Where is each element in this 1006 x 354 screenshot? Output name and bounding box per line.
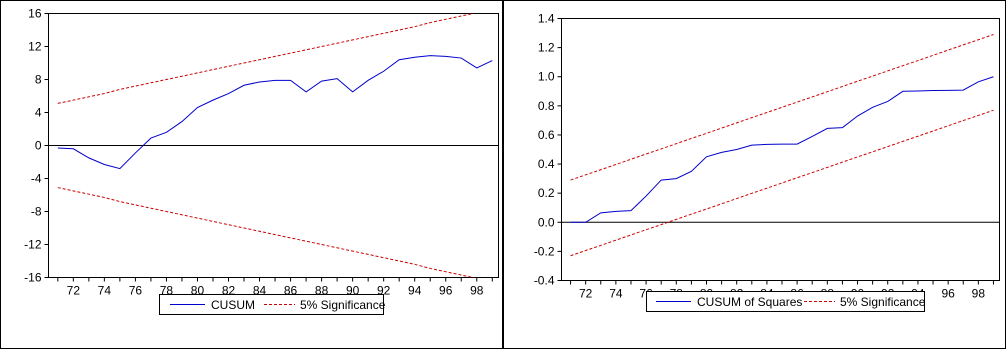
x-tick-label: 74 bbox=[98, 284, 112, 298]
y-tick-label: 0.4 bbox=[538, 157, 555, 171]
y-tick-label: -0.2 bbox=[534, 244, 555, 258]
legend-label-significance: 5% Significance bbox=[300, 298, 386, 312]
y-tick-label: 4 bbox=[35, 106, 42, 120]
y-tick-label: -12 bbox=[24, 238, 42, 252]
x-tick-label: 96 bbox=[941, 287, 955, 301]
y-tick-label: 12 bbox=[28, 40, 42, 54]
legend-label-significance: 5% Significance bbox=[840, 295, 926, 309]
x-tick-label: 96 bbox=[439, 284, 453, 298]
x-tick-label: 76 bbox=[129, 284, 143, 298]
x-tick-label: 94 bbox=[408, 284, 422, 298]
y-tick-label: 0.0 bbox=[538, 215, 555, 229]
legend-box bbox=[646, 291, 925, 312]
y-tick-label: 0 bbox=[35, 139, 42, 153]
x-tick-label: 98 bbox=[972, 287, 986, 301]
plot-area bbox=[561, 18, 1000, 281]
primary-series-line bbox=[57, 55, 493, 170]
y-tick-label: 8 bbox=[35, 73, 42, 87]
legend-label-cusum: CUSUM bbox=[211, 298, 255, 312]
y-tick-label: 1.2 bbox=[538, 41, 555, 55]
y-tick-label: 0.8 bbox=[538, 99, 555, 113]
y-tick-label: -4 bbox=[31, 172, 42, 186]
upper-significance-bound bbox=[570, 34, 994, 181]
y-tick-label: 1.0 bbox=[538, 70, 555, 84]
primary-series-line bbox=[570, 76, 994, 223]
y-axis: 16 12 8 4 0 -4 -8 -12 -16 bbox=[24, 7, 49, 285]
y-tick-label: -16 bbox=[24, 271, 42, 285]
legend: CUSUM of Squares 5% Significance bbox=[646, 291, 926, 312]
y-tick-label: 0.2 bbox=[538, 186, 555, 200]
cusum-of-squares-chart: 1.41.21.00.80.60.40.20.0-0.2-0.4 7274767… bbox=[534, 12, 1000, 312]
x-tick-label: 72 bbox=[67, 284, 81, 298]
lower-significance-bound bbox=[570, 109, 994, 257]
x-tick-label: 98 bbox=[470, 284, 484, 298]
y-axis: 1.4 1.2 1.0 0.8 0.6 0.4 0.2 0.0 -0.2 -0.4 bbox=[534, 12, 562, 288]
y-tick-label: -8 bbox=[31, 205, 42, 219]
legend: CUSUM 5% Significance bbox=[159, 294, 386, 315]
y-tick-label: 16 bbox=[28, 7, 42, 21]
upper-significance-bound bbox=[57, 13, 476, 104]
x-tick-label: 72 bbox=[579, 287, 593, 301]
lower-significance-bound bbox=[57, 187, 476, 278]
series-group bbox=[561, 34, 1000, 257]
legend-label-cusum-of-squares: CUSUM of Squares bbox=[697, 295, 802, 309]
y-tick-label: 0.6 bbox=[538, 128, 555, 142]
y-tick-label: 1.4 bbox=[538, 12, 555, 26]
series-group bbox=[48, 13, 499, 278]
x-tick-label: 74 bbox=[609, 287, 623, 301]
y-tick-label: -0.4 bbox=[534, 274, 555, 288]
